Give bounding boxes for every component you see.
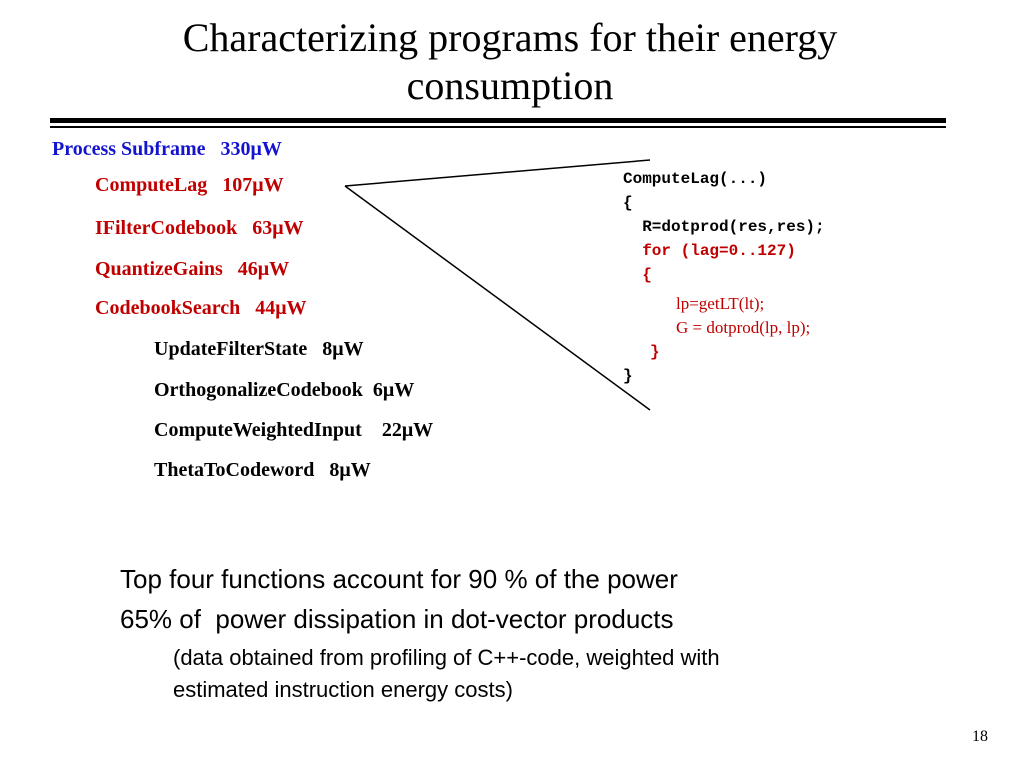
function-theta-to-codeword: ThetaToCodeword 8μW bbox=[154, 459, 371, 481]
function-update-filter-state: UpdateFilterState 8μW bbox=[154, 338, 364, 360]
code-line-2: { bbox=[623, 194, 633, 212]
code-line-7: G = dotprod(lp, lp); bbox=[676, 318, 811, 337]
code-line-1: ComputeLag(...) bbox=[623, 170, 768, 188]
code-line-4: for (lag=0..127) bbox=[623, 242, 796, 260]
code-line-6: lp=getLT(lt); bbox=[676, 294, 765, 313]
code-line-3: R=dotprod(res,res); bbox=[623, 218, 825, 236]
title-rule-thin bbox=[50, 126, 946, 128]
function-codebook-search: CodebookSearch 44μW bbox=[95, 297, 307, 319]
code-line-5: { bbox=[623, 266, 652, 284]
function-ifilter-codebook: IFilterCodebook 63μW bbox=[95, 217, 304, 239]
connector-line-bottom bbox=[344, 185, 651, 411]
function-process-subframe: Process Subframe 330μW bbox=[52, 138, 282, 160]
code-line-8: } bbox=[650, 343, 660, 361]
summary-line-2: 65% of power dissipation in dot-vector p… bbox=[120, 604, 674, 634]
function-compute-weighted-input: ComputeWeightedInput 22μW bbox=[154, 419, 434, 441]
page-number: 18 bbox=[972, 728, 988, 745]
function-quantize-gains: QuantizeGains 46μW bbox=[95, 258, 290, 280]
function-compute-lag: ComputeLag 107μW bbox=[95, 174, 284, 196]
summary-line-4: estimated instruction energy costs) bbox=[173, 677, 513, 702]
connector-line-top bbox=[344, 159, 651, 187]
summary-line-3: (data obtained from profiling of C++-cod… bbox=[173, 645, 720, 670]
slide-title: Characterizing programs for their energy… bbox=[60, 14, 960, 110]
summary-line-1: Top four functions account for 90 % of t… bbox=[120, 564, 678, 594]
title-line-1: Characterizing programs for their energy bbox=[182, 15, 838, 60]
function-orthogonalize-codebook: OrthogonalizeCodebook 6μW bbox=[154, 379, 415, 401]
title-rule-thick bbox=[50, 118, 946, 123]
title-line-2: consumption bbox=[406, 63, 614, 108]
code-line-9: } bbox=[623, 367, 633, 385]
